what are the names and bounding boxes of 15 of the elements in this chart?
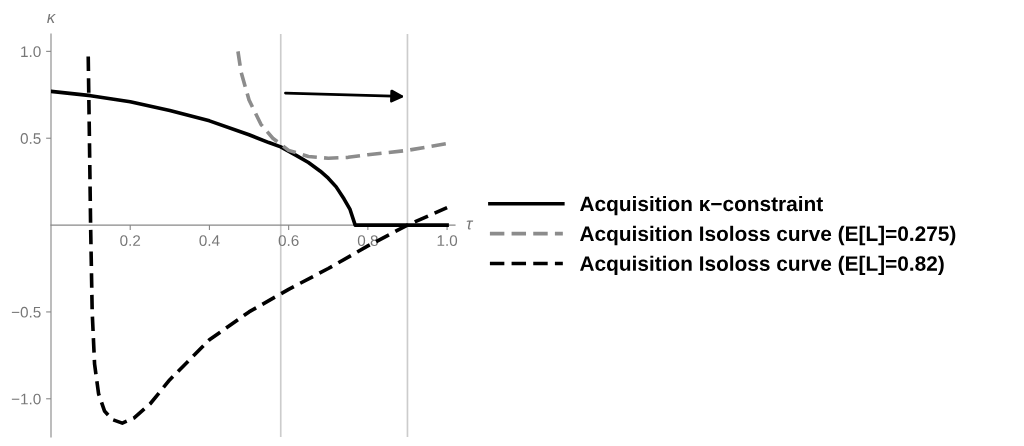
y-tick-label: −0.5 xyxy=(11,306,41,318)
y-tick-label: 0.5 xyxy=(20,133,41,144)
x-tick-label: 1.0 xyxy=(437,235,458,247)
y-tick-label: −1.0 xyxy=(11,393,41,405)
x-axis-title: τ xyxy=(466,220,474,230)
line-series xyxy=(236,49,449,161)
legend-label: Acquisition κ−constraint xyxy=(580,195,823,216)
x-tick-label: 0.2 xyxy=(120,235,141,247)
legend-label: Acquisition Isoloss curve (E[L]=0.82) xyxy=(580,255,944,276)
legend-label: Acquisition Isoloss curve (E[L]=0.275) xyxy=(580,225,956,246)
x-tick-label: 0.8 xyxy=(357,235,378,247)
x-tick-label: 0.4 xyxy=(199,235,220,247)
y-axis-title: κ xyxy=(47,14,56,23)
y-tick-label: 1.0 xyxy=(21,46,41,58)
x-tick-label: 0.6 xyxy=(278,235,299,247)
